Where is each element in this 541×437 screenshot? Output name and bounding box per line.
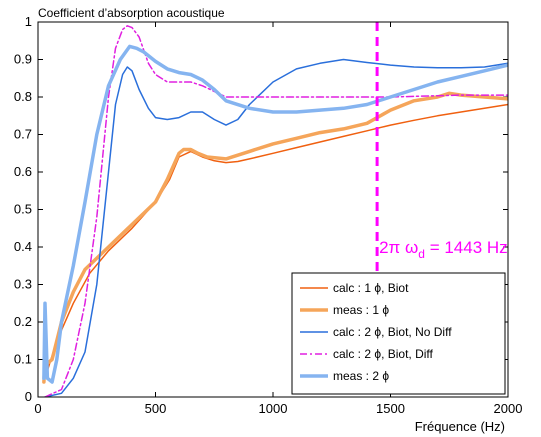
legend-entry: calc : 2 ϕ, Biot, Diff	[333, 347, 434, 361]
x-tick-label: 1500	[376, 401, 405, 416]
legend-entry: meas : 2 ϕ	[333, 369, 389, 383]
series-line-1	[44, 103, 508, 380]
y-tick-label: 0.8	[14, 89, 32, 104]
x-tick-label: 0	[34, 401, 41, 416]
legend-box	[291, 272, 506, 395]
series-line-2	[42, 91, 508, 384]
y-tick-label: 0.5	[14, 202, 32, 217]
annotation: 2π ωd = 1443 Hz	[375, 22, 508, 397]
y-tick-label: 1	[25, 14, 32, 29]
annotation-label: 2π ωd = 1443 Hz	[379, 238, 508, 261]
x-axis-label: Fréquence (Hz)	[415, 419, 505, 434]
y-tick-label: 0.4	[14, 239, 32, 254]
plot-frame	[37, 21, 509, 398]
y-tick-label: 0.3	[14, 277, 32, 292]
x-tick-label: 2000	[494, 401, 523, 416]
y-tick-label: 0.6	[14, 164, 32, 179]
series-line-5	[42, 44, 508, 384]
legend-entry: meas : 1 ϕ	[333, 303, 389, 317]
chart-title: Coefficient d’absorption acoustique	[38, 6, 225, 20]
series-line-4	[44, 25, 508, 397]
y-tick-label: 0.7	[14, 127, 32, 142]
legend-entry: calc : 1 ϕ, Biot	[333, 281, 409, 295]
series-line-3	[44, 58, 508, 397]
x-tick-label: 500	[145, 401, 167, 416]
axes: 0 0.1 0.2 0.3 0.4 0.5 0.6 0.7 0.8 0.9 1 0 500 1000 150…	[14, 14, 523, 416]
x-tick-label: 1000	[259, 401, 288, 416]
y-tick-label: 0	[25, 389, 32, 404]
legend-entry: calc : 2 ϕ, Biot, No Diff	[333, 325, 452, 339]
series-lines	[42, 25, 508, 397]
y-tick-label: 0.9	[14, 52, 32, 67]
y-tick-label: 0.1	[14, 352, 32, 367]
legend: calc : 1 ϕ, Biot meas : 1 ϕ calc : 2 ϕ, Bi…	[291, 272, 506, 395]
y-tick-label: 0.2	[14, 314, 32, 329]
